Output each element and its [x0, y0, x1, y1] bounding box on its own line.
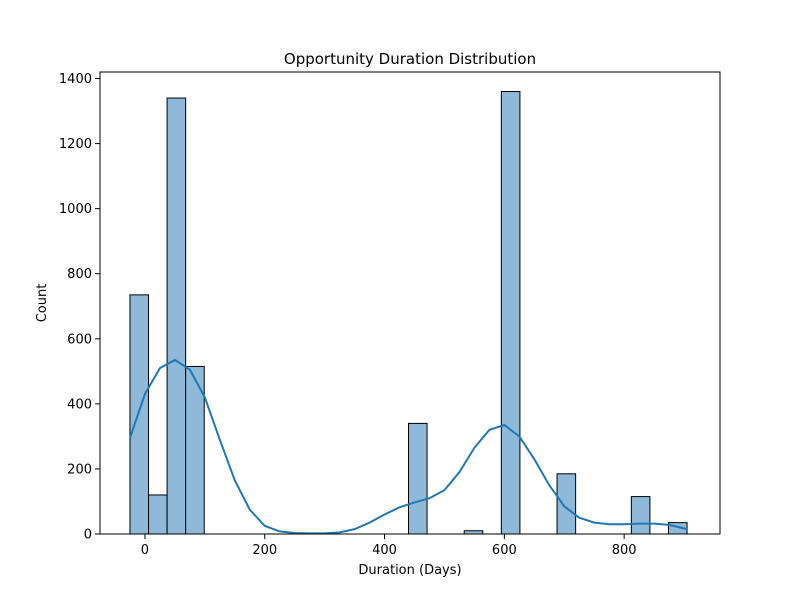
y-tick-label: 400 — [67, 397, 92, 412]
chart-title: Opportunity Duration Distribution — [284, 50, 536, 68]
y-tick-label: 0 — [84, 528, 92, 543]
histogram-bar-1 — [148, 494, 168, 535]
histogram-bar-20 — [500, 91, 521, 535]
histogram-bar-27 — [630, 496, 651, 535]
x-tick-label: 800 — [612, 543, 637, 558]
x-axis-label: Duration (Days) — [358, 563, 461, 578]
y-tick-label: 200 — [67, 462, 92, 477]
y-tick-label: 800 — [67, 267, 92, 282]
x-tick-label: 0 — [141, 543, 149, 558]
kde-curve — [129, 358, 688, 535]
histogram-bar-15 — [408, 422, 428, 535]
x-axis: 0 200 400 600 800 — [141, 534, 637, 558]
histogram-bar-0 — [129, 294, 150, 535]
y-axis: 0 200 400 600 800 1000 1200 1400 — [59, 72, 100, 543]
plot-frame — [99, 71, 721, 535]
histogram-bar-23 — [556, 473, 577, 535]
y-tick-label: 600 — [67, 332, 92, 347]
x-tick-label: 600 — [492, 543, 517, 558]
y-tick-label: 1400 — [59, 72, 92, 87]
y-tick-label: 1200 — [59, 137, 92, 152]
x-tick-label: 400 — [372, 543, 397, 558]
histogram-bars — [129, 91, 688, 535]
histogram-bar-2 — [166, 97, 187, 535]
y-axis-label: Count — [35, 284, 50, 323]
y-tick-label: 1000 — [59, 202, 92, 217]
x-tick-label: 200 — [252, 543, 277, 558]
